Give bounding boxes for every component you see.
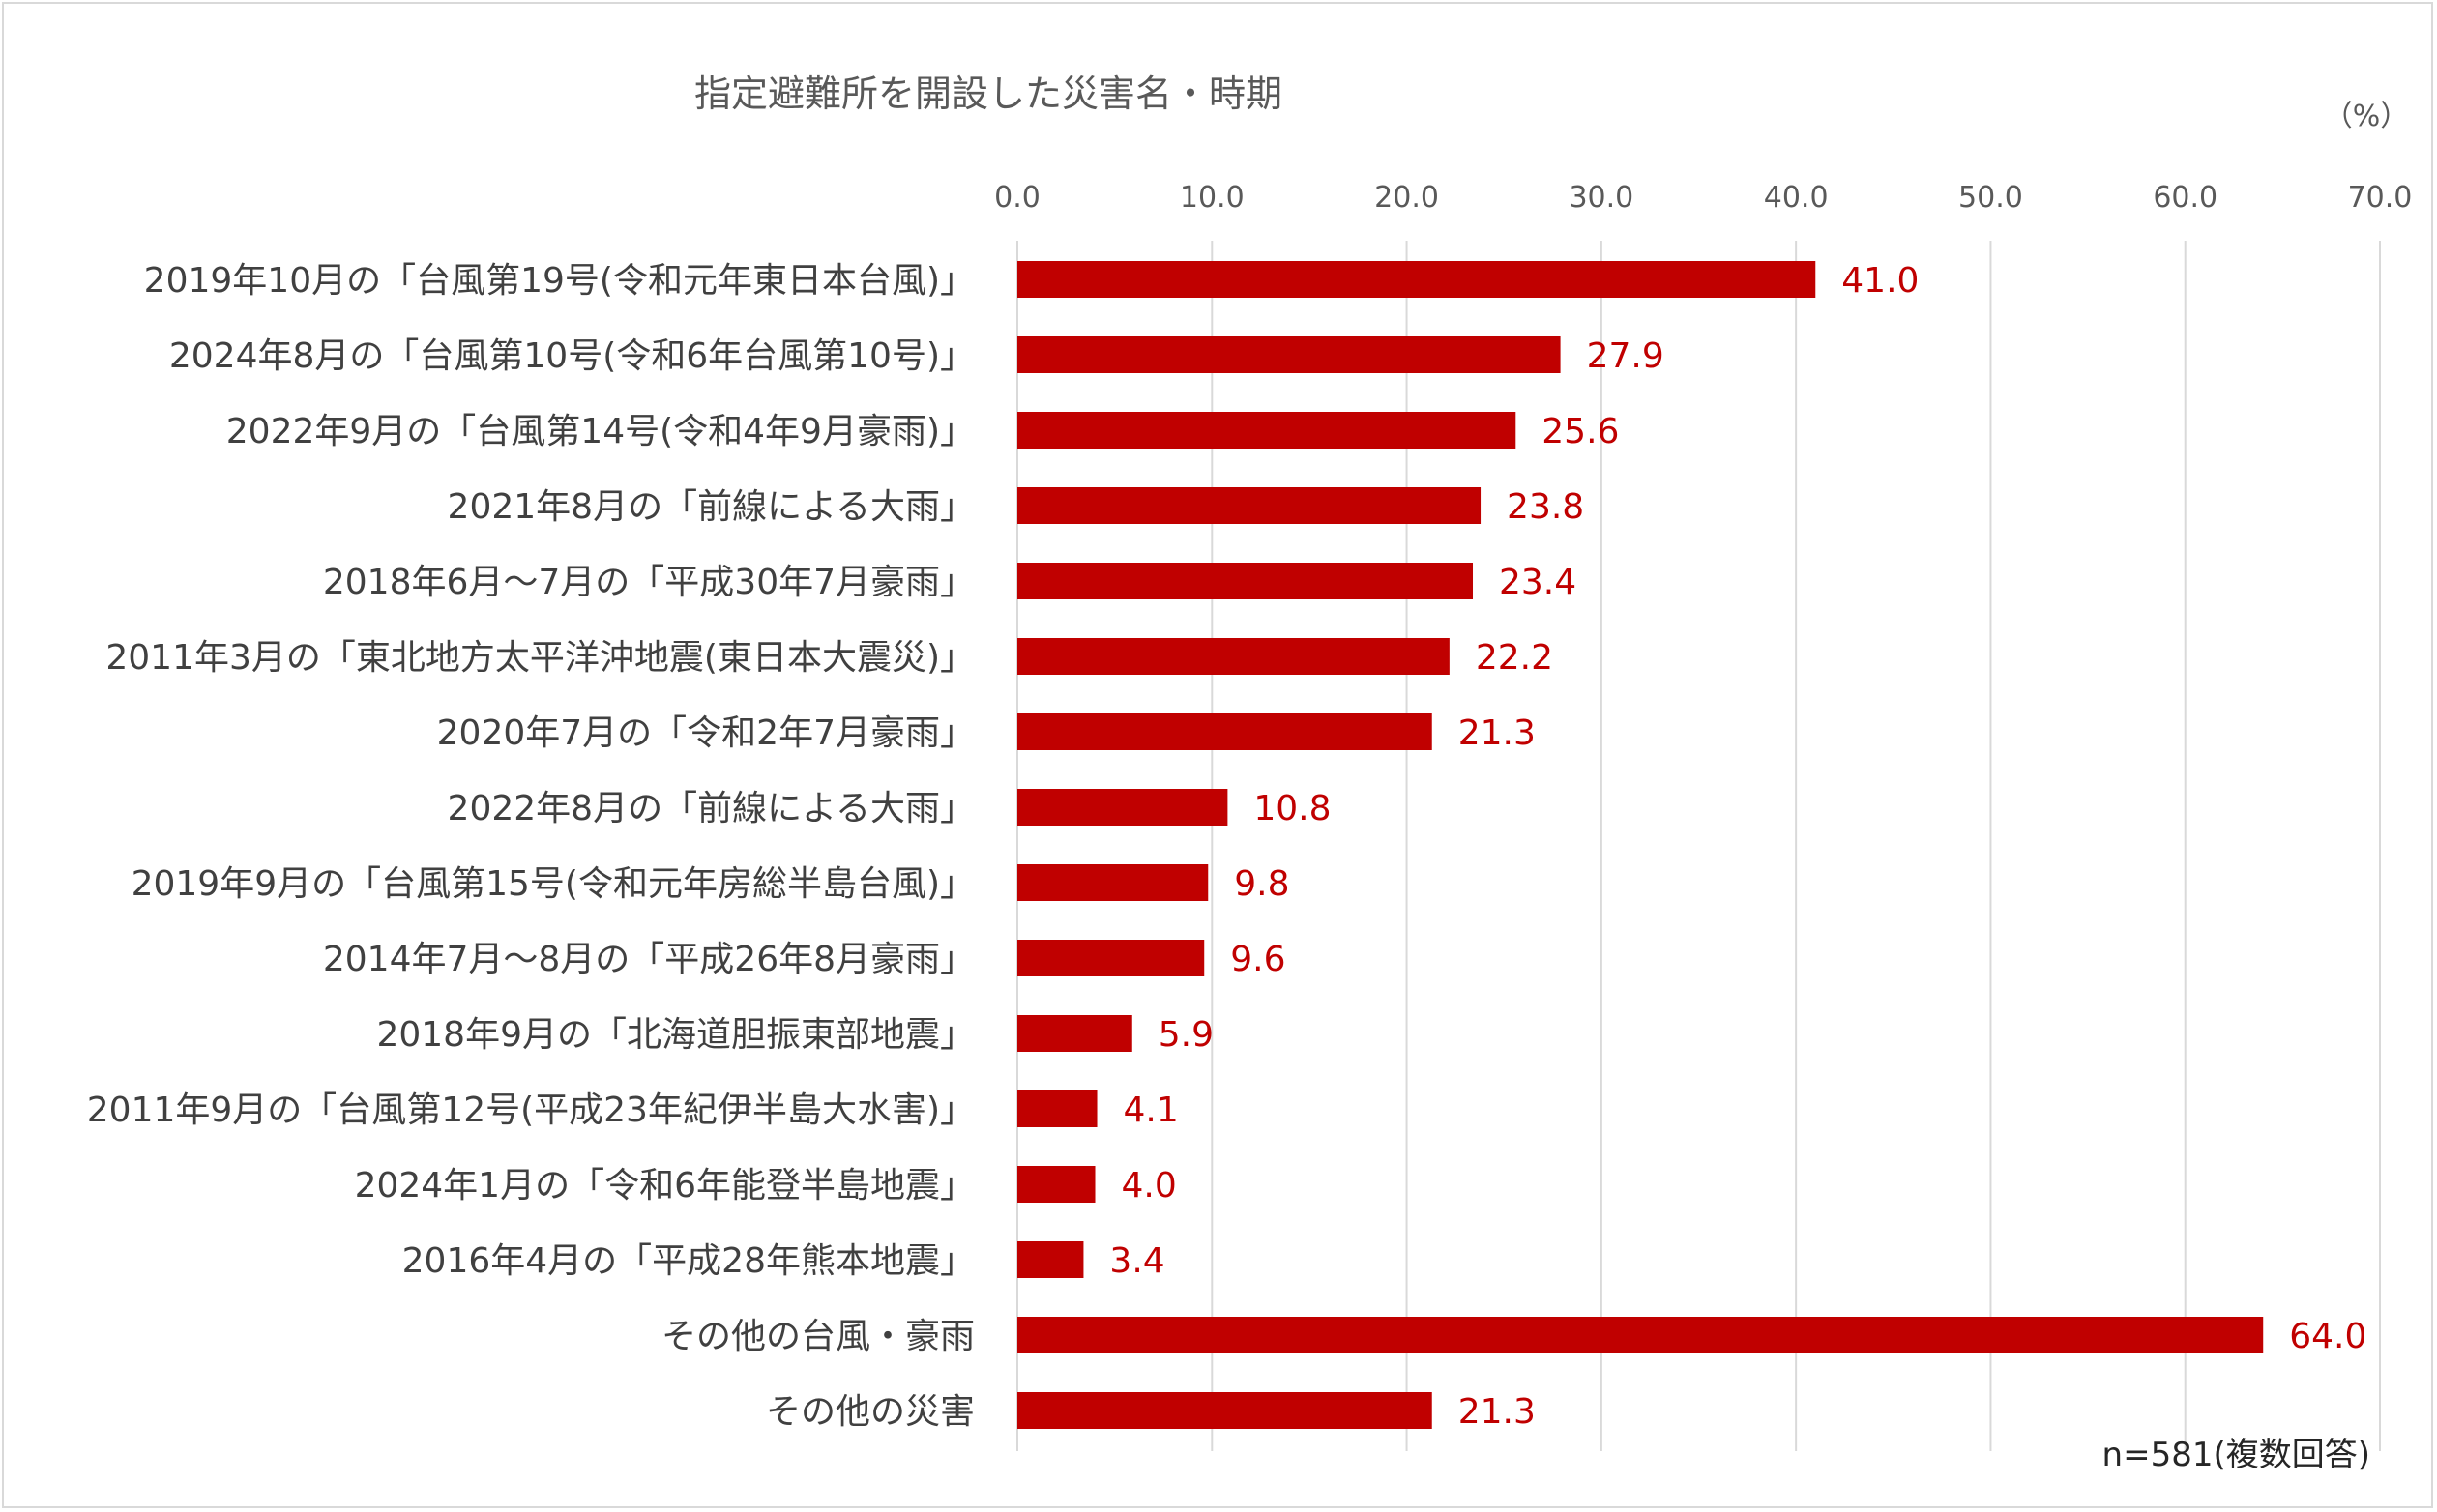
- data-label: 21.3: [1458, 713, 1536, 753]
- chart-title: 指定避難所を開設した災害名・時期: [694, 73, 1282, 115]
- sample-note: n=581(複数回答): [2102, 1436, 2370, 1474]
- bar: [1017, 487, 1482, 524]
- data-label: 23.8: [1507, 487, 1584, 527]
- bar: [1017, 1090, 1098, 1127]
- bar: [1017, 864, 1209, 901]
- data-label: 25.6: [1541, 412, 1619, 451]
- category-label: 2018年9月の「北海道胆振東部地震」: [376, 1015, 975, 1055]
- category-label: その他の災害: [766, 1392, 975, 1432]
- bar-chart: 指定避難所を開設した災害名・時期 （%） 0.0 10.0 20.0 30.0 40.0…: [87, 73, 2413, 1474]
- bar: [1017, 1166, 1096, 1203]
- data-label: 9.6: [1230, 940, 1285, 979]
- category-label: 2018年6月～7月の「平成30年7月豪雨」: [323, 563, 975, 602]
- x-tick-label: 30.0: [1569, 181, 1633, 215]
- x-tick-label: 0.0: [994, 181, 1041, 215]
- bar: [1017, 412, 1516, 449]
- category-label: 2022年9月の「台風第14号(令和4年9月豪雨)」: [226, 412, 975, 451]
- x-axis-ticks: 0.0 10.0 20.0 30.0 40.0 50.0 60.0 70.0: [994, 181, 2412, 215]
- data-label: 41.0: [1841, 261, 1919, 301]
- value-labels: 41.0 27.9 25.6 23.8 23.4 22.2 21.3 10.8 9.8 9.6 5.…: [1109, 261, 2366, 1432]
- category-label: 2020年7月の「令和2年7月豪雨」: [437, 713, 975, 753]
- data-label: 4.0: [1122, 1166, 1177, 1206]
- bar: [1017, 336, 1561, 373]
- category-label: 2016年4月の「平成28年熊本地震」: [402, 1241, 975, 1281]
- category-labels: 2019年10月の「台風第19号(令和元年東日本台風)」 2024年8月の「台風第…: [87, 261, 975, 1432]
- bar: [1017, 713, 1432, 750]
- x-tick-label: 70.0: [2348, 181, 2413, 215]
- data-label: 5.9: [1159, 1015, 1214, 1055]
- bar: [1017, 1015, 1132, 1052]
- category-label: その他の台風・豪雨: [661, 1317, 975, 1356]
- data-label: 3.4: [1109, 1241, 1164, 1281]
- data-label: 9.8: [1234, 864, 1289, 904]
- bar: [1017, 789, 1228, 826]
- data-label: 27.9: [1587, 336, 1664, 376]
- bar: [1017, 261, 1816, 298]
- category-label: 2024年8月の「台風第10号(令和6年台風第10号)」: [169, 336, 975, 376]
- data-label: 64.0: [2289, 1317, 2366, 1356]
- data-label: 4.1: [1124, 1090, 1179, 1130]
- data-label: 10.8: [1253, 789, 1331, 829]
- bar: [1017, 940, 1205, 976]
- category-label: 2019年10月の「台風第19号(令和元年東日本台風)」: [144, 261, 975, 301]
- data-label: 23.4: [1499, 563, 1576, 602]
- x-tick-label: 20.0: [1374, 181, 1439, 215]
- category-label: 2011年9月の「台風第12号(平成23年紀伊半島大水害)」: [87, 1090, 975, 1130]
- category-label: 2024年1月の「令和6年能登半島地震」: [355, 1166, 975, 1206]
- category-label: 2011年3月の「東北地方太平洋沖地震(東日本大震災)」: [105, 638, 975, 678]
- bars: [1017, 261, 2264, 1429]
- category-label: 2019年9月の「台風第15号(令和元年房総半島台風)」: [132, 864, 975, 904]
- bar: [1017, 1241, 1084, 1278]
- bar: [1017, 563, 1474, 599]
- x-tick-label: 50.0: [1958, 181, 2023, 215]
- bar: [1017, 1392, 1432, 1429]
- data-label: 22.2: [1476, 638, 1553, 678]
- bar: [1017, 638, 1450, 675]
- data-label: 21.3: [1458, 1392, 1536, 1432]
- category-label: 2021年8月の「前線による大雨」: [448, 487, 975, 527]
- bar: [1017, 1317, 2264, 1353]
- category-label: 2022年8月の「前線による大雨」: [448, 789, 975, 829]
- unit-label: （%）: [2324, 100, 2410, 133]
- x-tick-label: 40.0: [1764, 181, 1829, 215]
- x-tick-label: 60.0: [2153, 181, 2217, 215]
- category-label: 2014年7月～8月の「平成26年8月豪雨」: [323, 940, 975, 979]
- x-tick-label: 10.0: [1180, 181, 1245, 215]
